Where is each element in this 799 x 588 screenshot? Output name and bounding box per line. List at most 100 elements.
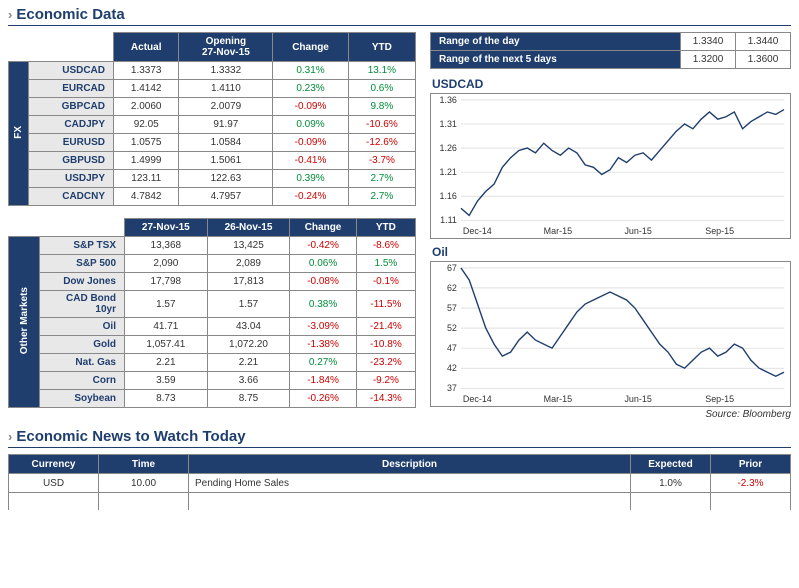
title-text: Economic Data <box>16 6 124 23</box>
col-expected: Expected <box>631 455 711 474</box>
row-label: CADCNY <box>29 188 114 206</box>
svg-text:62: 62 <box>447 283 457 293</box>
chevron-right-icon: › <box>8 7 12 22</box>
table-row: GBPCAD2.00602.0079-0.09%9.8% <box>9 98 416 116</box>
cell: 2,089 <box>207 255 290 273</box>
cell: 2,090 <box>125 255 208 273</box>
cell-ytd: 0.6% <box>348 80 415 98</box>
table-row: Corn3.593.66-1.84%-9.2% <box>9 372 416 390</box>
range-label: Range of the next 5 days <box>431 51 681 69</box>
cell-change: -1.38% <box>290 336 356 354</box>
svg-text:52: 52 <box>447 323 457 333</box>
cell-ytd: -8.6% <box>356 237 415 255</box>
title-text: Economic News to Watch Today <box>16 428 245 445</box>
cell: 41.71 <box>125 318 208 336</box>
table-row: Nat. Gas2.212.210.27%-23.2% <box>9 354 416 372</box>
cell: 8.73 <box>125 390 208 408</box>
svg-text:Sep-15: Sep-15 <box>705 226 734 236</box>
table-row: CADCNY4.78424.7957-0.24%2.7% <box>9 188 416 206</box>
divider <box>8 447 791 448</box>
cell-change: 0.39% <box>273 170 348 188</box>
row-label: CADJPY <box>29 116 114 134</box>
col-change: Change <box>290 219 356 237</box>
cell-change: -3.09% <box>290 318 356 336</box>
cell: 1.3373 <box>114 62 179 80</box>
svg-text:1.11: 1.11 <box>440 215 457 225</box>
table-row: CADJPY92.0591.970.09%-10.6% <box>9 116 416 134</box>
cell: 1.0575 <box>114 134 179 152</box>
cell-change: -0.09% <box>273 98 348 116</box>
cell-ytd: -14.3% <box>356 390 415 408</box>
cell: 13,425 <box>207 237 290 255</box>
table-row: USDJPY123.11122.630.39%2.7% <box>9 170 416 188</box>
cell-change: -0.42% <box>290 237 356 255</box>
cell-ytd: -23.2% <box>356 354 415 372</box>
cell: 17,813 <box>207 273 290 291</box>
cell: 1.5061 <box>179 152 273 170</box>
table-row: Soybean8.738.75-0.26%-14.3% <box>9 390 416 408</box>
cell-time: 10.00 <box>99 474 189 493</box>
svg-text:1.21: 1.21 <box>439 167 456 177</box>
svg-text:Dec-14: Dec-14 <box>463 226 492 236</box>
range-hi: 1.3600 <box>736 51 791 69</box>
table-row: FXUSDCAD1.33731.33320.31%13.1% <box>9 62 416 80</box>
chart-oil: 37424752576267Dec-14Mar-15Jun-15Sep-15 <box>430 261 791 407</box>
fx-table: Actual Opening27-Nov-15 Change YTD FXUSD… <box>8 32 416 206</box>
range-table: Range of the day1.33401.3440Range of the… <box>430 32 791 69</box>
col-actual: Actual <box>114 33 179 62</box>
table-row: CAD Bond 10yr1.571.570.38%-11.5% <box>9 291 416 318</box>
cell-change: -0.24% <box>273 188 348 206</box>
table-row: Oil41.7143.04-3.09%-21.4% <box>9 318 416 336</box>
cell-ytd: -10.6% <box>348 116 415 134</box>
divider <box>8 25 791 26</box>
cell-ytd: -3.7% <box>348 152 415 170</box>
cell-change: 0.06% <box>290 255 356 273</box>
svg-text:57: 57 <box>447 303 457 313</box>
section-title-economic-data: › Economic Data <box>8 6 791 23</box>
svg-text:Sep-15: Sep-15 <box>705 394 734 404</box>
col-ytd: YTD <box>356 219 415 237</box>
table-row: GBPUSD1.49991.5061-0.41%-3.7% <box>9 152 416 170</box>
chart-title-oil: Oil <box>432 245 791 259</box>
range-lo: 1.3200 <box>681 51 736 69</box>
row-label: CAD Bond 10yr <box>40 291 125 318</box>
cell-description: Pending Home Sales <box>189 474 631 493</box>
cell: 43.04 <box>207 318 290 336</box>
table-row: Dow Jones17,79817,813-0.08%-0.1% <box>9 273 416 291</box>
range-lo: 1.3340 <box>681 33 736 51</box>
row-label: USDCAD <box>29 62 114 80</box>
cell: 122.63 <box>179 170 273 188</box>
svg-text:47: 47 <box>447 343 457 353</box>
cell: 91.97 <box>179 116 273 134</box>
cell: 92.05 <box>114 116 179 134</box>
row-label: GBPUSD <box>29 152 114 170</box>
col-time: Time <box>99 455 189 474</box>
row-label: Corn <box>40 372 125 390</box>
cell: 4.7957 <box>179 188 273 206</box>
source-note: Source: Bloomberg <box>430 409 791 420</box>
cell: 4.7842 <box>114 188 179 206</box>
cell: 8.75 <box>207 390 290 408</box>
row-label: EURCAD <box>29 80 114 98</box>
cell-ytd: -11.5% <box>356 291 415 318</box>
col-d1: 27-Nov-15 <box>125 219 208 237</box>
cell-change: 0.09% <box>273 116 348 134</box>
svg-text:1.26: 1.26 <box>439 143 456 153</box>
cell-ytd: -0.1% <box>356 273 415 291</box>
cell: 13,368 <box>125 237 208 255</box>
chevron-right-icon: › <box>8 429 12 444</box>
table-row: EURUSD1.05751.0584-0.09%-12.6% <box>9 134 416 152</box>
col-ytd: YTD <box>348 33 415 62</box>
cell-ytd: 2.7% <box>348 188 415 206</box>
table-row <box>9 493 791 511</box>
cell <box>9 493 99 511</box>
table-row: Range of the day1.33401.3440 <box>431 33 791 51</box>
svg-text:1.16: 1.16 <box>439 191 456 201</box>
cell-ytd: 13.1% <box>348 62 415 80</box>
row-label: Dow Jones <box>40 273 125 291</box>
col-desc: Description <box>189 455 631 474</box>
svg-text:Dec-14: Dec-14 <box>463 394 492 404</box>
cell <box>711 493 791 511</box>
row-label: Gold <box>40 336 125 354</box>
cell-change: 0.31% <box>273 62 348 80</box>
